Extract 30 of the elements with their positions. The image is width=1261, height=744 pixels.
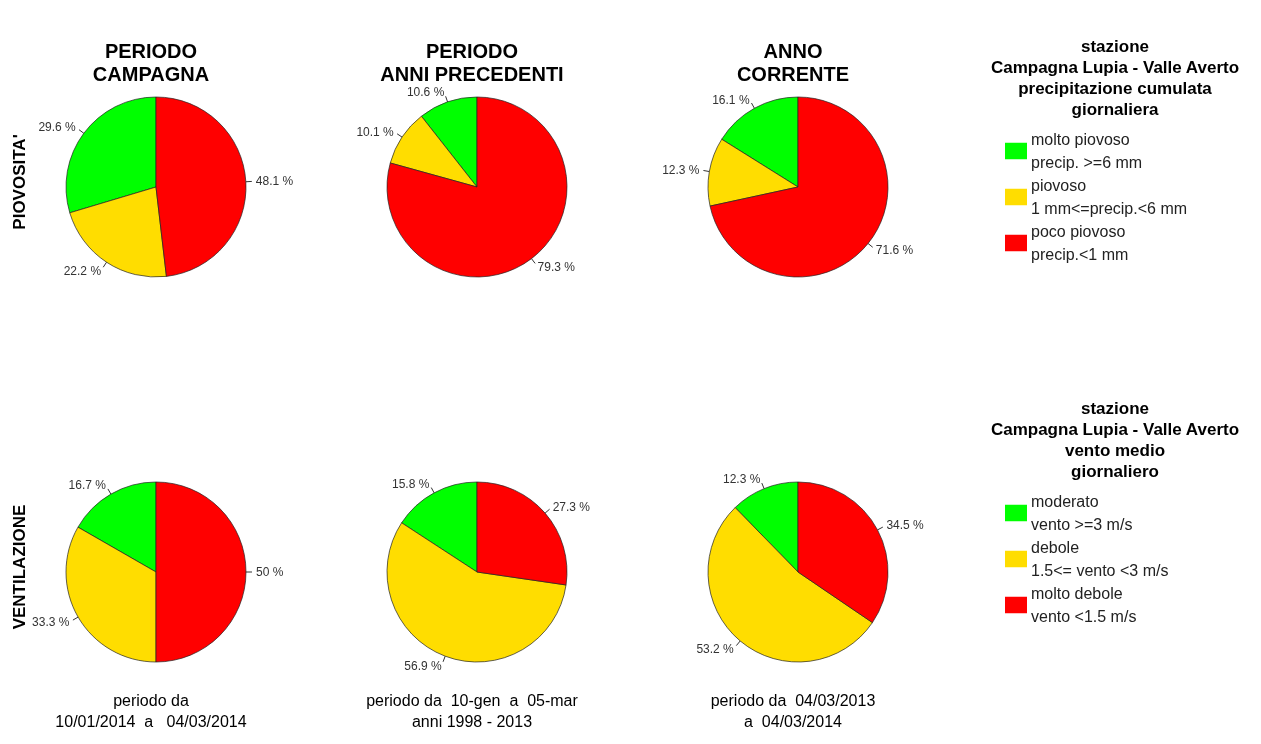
chart-title: PERIODO CAMPAGNA (91, 40, 211, 86)
chart-title: PERIODO ANNI PRECEDENTI (379, 40, 565, 86)
data-label: 34.5 % (886, 518, 925, 533)
data-label: 53.2 % (696, 641, 735, 656)
legend-title: stazione Campagna Lupia - Valle Averto precipitazione cumulata giornaliera (989, 36, 1241, 120)
legend-label: poco piovoso precip.<1 mm (1031, 222, 1129, 265)
data-label: 48.1 % (255, 174, 294, 189)
text: periodo da 10/01/2014 a 04/03/2014 (54, 691, 248, 730)
data-label: 10.1 % (356, 124, 395, 139)
text: periodo da 04/03/2013 a 04/03/2014 (709, 691, 877, 730)
data-label: 79.3 % (537, 259, 576, 274)
data-label: 15.8 % (392, 477, 430, 492)
data-label: 12.3 % (722, 472, 761, 487)
data-label: 71.6 % (875, 242, 914, 257)
data-label: 16.7 % (68, 478, 107, 493)
text: periodo da 10-gen a 05-mar anni 1998 - 2013 (365, 691, 579, 730)
text: VENTILAZIONE (10, 504, 30, 630)
data-label: 10.6 % (406, 85, 445, 100)
data-label: 33.3 % (32, 615, 70, 630)
legend-label: molto debole vento <1.5 m/s (1031, 584, 1137, 627)
data-label: 22.2 % (63, 263, 102, 278)
data-label: 16.1 % (712, 92, 750, 107)
data-label: 27.3 % (552, 499, 591, 514)
text: PIOVOSITA' (10, 134, 30, 230)
data-label: 50 % (256, 565, 284, 579)
data-label: 12.3 % (662, 162, 700, 177)
data-label: 56.9 % (404, 658, 442, 673)
chart-title: ANNO CORRENTE (735, 40, 851, 86)
legend-title: stazione Campagna Lupia - Valle Averto vento medio giornaliero (989, 398, 1241, 482)
data-label: 29.6 % (38, 120, 77, 135)
